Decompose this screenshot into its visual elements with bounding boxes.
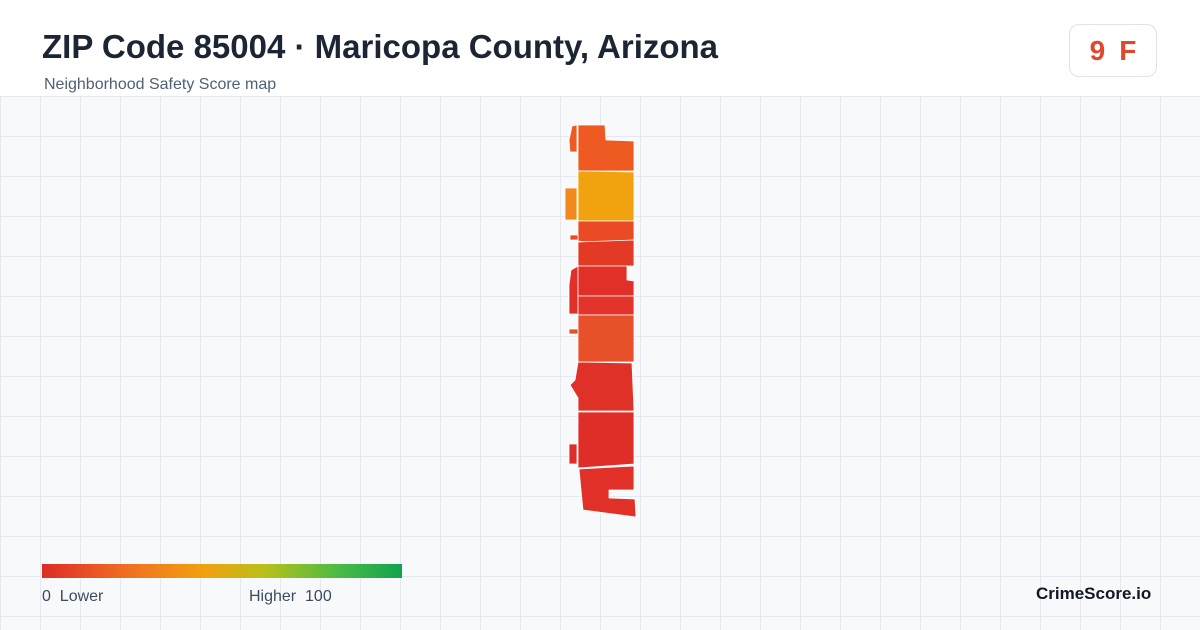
neighborhood-region	[577, 124, 635, 172]
legend-low-text: Lower	[59, 588, 104, 605]
neighborhood-region	[568, 328, 579, 335]
safety-grade: F	[1119, 34, 1137, 66]
neighborhood-region	[568, 124, 578, 153]
legend-high-text: Higher	[249, 588, 297, 605]
neighborhood-region	[577, 239, 635, 267]
safety-score: 9	[1089, 34, 1106, 66]
header-bar: ZIP Code 85004 · Maricopa County, Arizon…	[0, 0, 1200, 97]
neighborhood-region	[568, 443, 578, 465]
neighborhood-region	[577, 170, 635, 222]
legend-high-value: 100	[305, 588, 332, 605]
page-title: ZIP Code 85004 · Maricopa County, Arizon…	[42, 28, 719, 65]
legend-high-label: Higher 100	[249, 588, 332, 606]
neighborhood-region	[564, 187, 578, 221]
safety-legend-gradient	[42, 564, 402, 578]
legend-low-label: 0 Lower	[42, 588, 103, 606]
neighborhood-region	[577, 295, 635, 316]
neighborhood-region	[568, 265, 579, 315]
legend-low-value: 0	[42, 588, 51, 605]
brand-logo[interactable]: CrimeScore.io	[1036, 584, 1152, 603]
page-subtitle: Neighborhood Safety Score map	[44, 76, 277, 93]
score-badge: 9 F	[1069, 24, 1157, 77]
neighborhood-regions	[564, 124, 637, 518]
neighborhood-region	[577, 220, 635, 244]
neighborhood-region	[577, 314, 635, 363]
neighborhood-region	[569, 361, 635, 412]
neighborhood-region	[569, 234, 579, 241]
neighborhood-region	[577, 265, 635, 297]
neighborhood-region	[577, 411, 635, 469]
neighborhood-region	[578, 465, 637, 518]
